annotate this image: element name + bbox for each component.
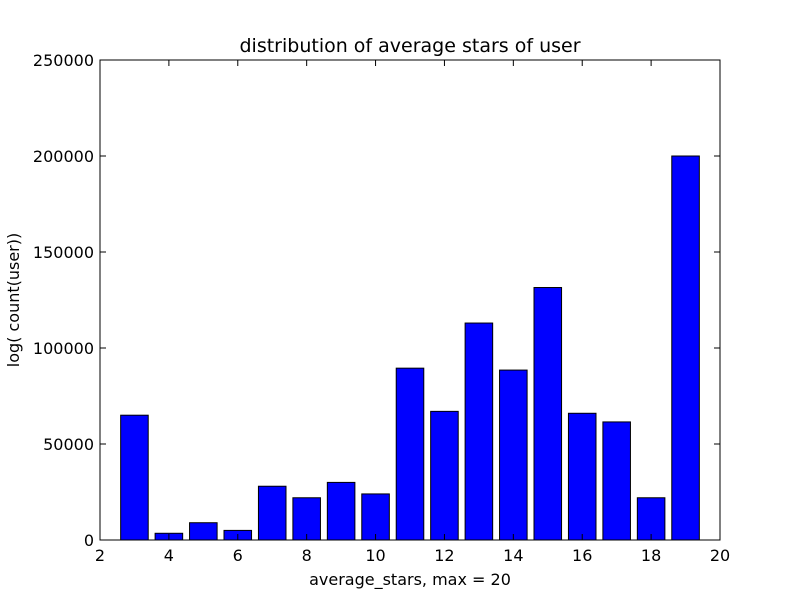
x-tick-label: 14 — [503, 546, 523, 565]
y-tick-label: 100000 — [33, 339, 94, 358]
y-axis-label: log( count(user)) — [4, 233, 23, 367]
x-tick-label: 16 — [572, 546, 592, 565]
bars-group — [120, 155, 700, 541]
bar — [499, 369, 528, 541]
bar — [464, 322, 494, 541]
bar — [395, 367, 425, 541]
bar — [533, 287, 563, 541]
bar — [567, 412, 597, 541]
x-tick-label: 18 — [641, 546, 661, 565]
chart-title: distribution of average stars of user — [239, 35, 580, 57]
ticks-group: 2 4 6 8 10 12 14 16 18 20 0 50000 100000 150000 200000… — [33, 51, 730, 565]
x-tick-label: 6 — [233, 546, 243, 565]
bar — [120, 414, 149, 541]
x-tick-label: 20 — [710, 546, 730, 565]
y-tick-label: 50000 — [43, 435, 94, 454]
x-tick-label: 12 — [434, 546, 454, 565]
bar — [326, 481, 356, 541]
y-tick-label: 250000 — [33, 51, 94, 70]
plot-frame — [99, 59, 721, 541]
bar — [292, 497, 321, 541]
bar — [602, 421, 631, 541]
bar — [361, 493, 390, 541]
bar — [636, 497, 666, 541]
bar — [430, 410, 459, 541]
bar — [257, 485, 287, 541]
y-tick-label: 150000 — [33, 243, 94, 262]
x-tick-label: 8 — [302, 546, 312, 565]
bar — [189, 522, 218, 541]
y-tick-label: 0 — [84, 531, 94, 550]
x-tick-label: 2 — [95, 546, 105, 565]
x-axis-label: average_stars, max = 20 — [309, 570, 511, 590]
bar — [671, 155, 700, 541]
y-tick-label: 200000 — [33, 147, 94, 166]
x-tick-label: 10 — [365, 546, 385, 565]
x-tick-label: 4 — [164, 546, 174, 565]
